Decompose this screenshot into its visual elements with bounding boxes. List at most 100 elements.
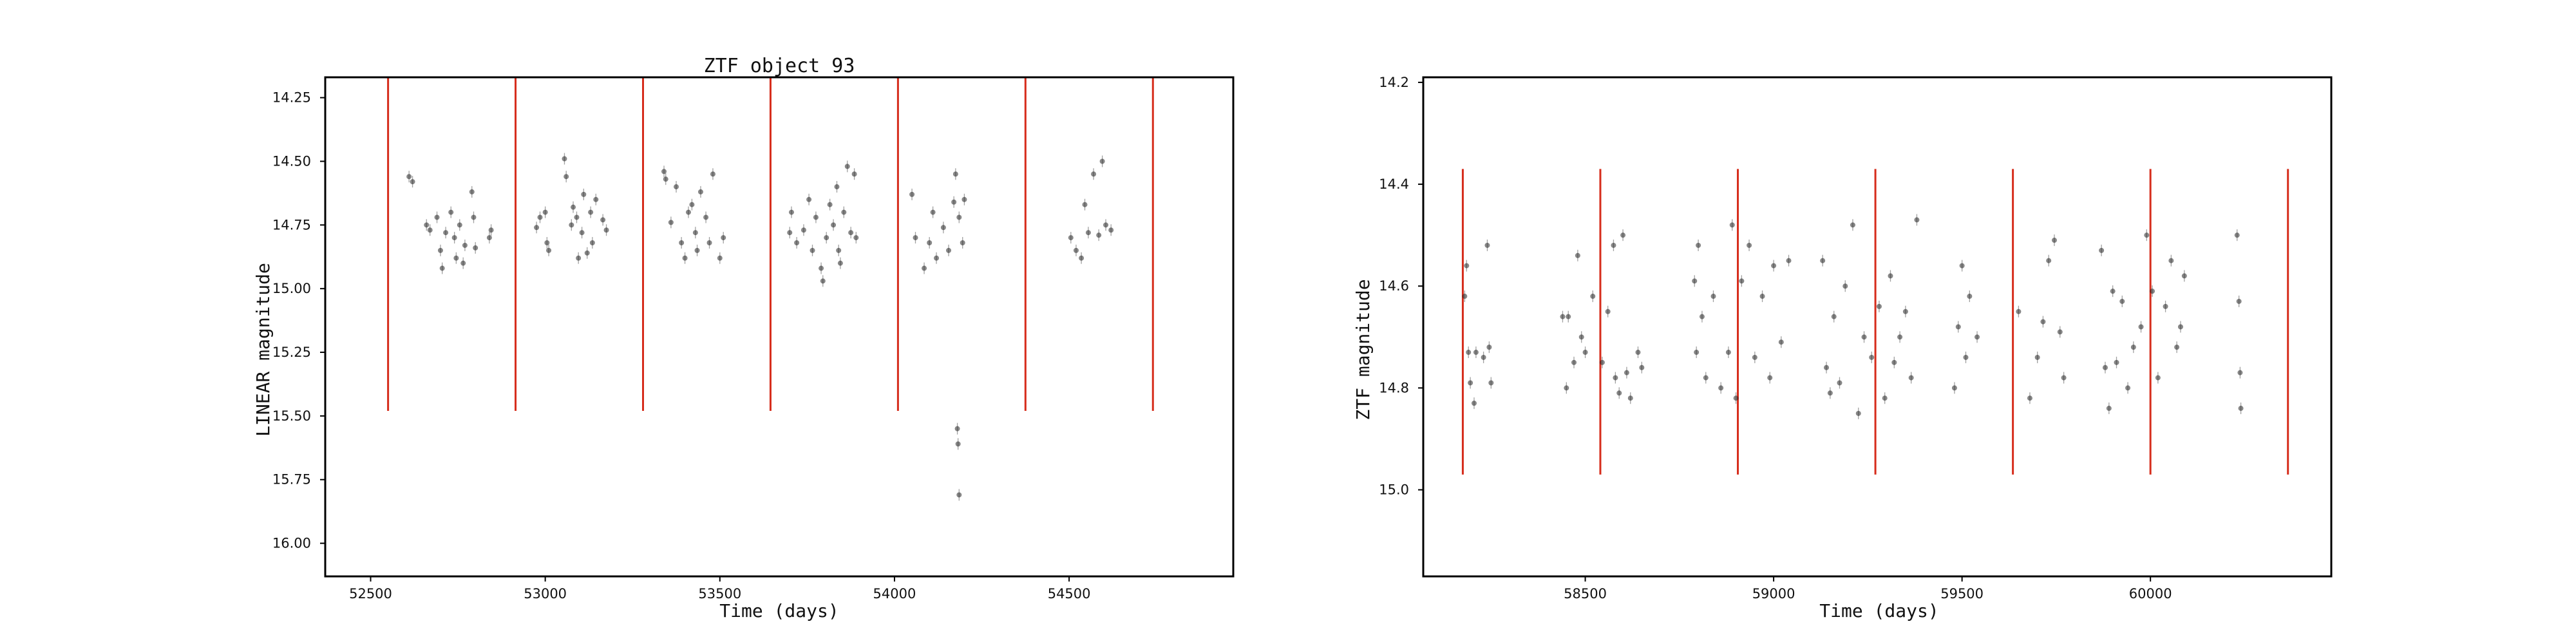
point-marker	[2040, 319, 2046, 325]
data-point	[1620, 229, 1626, 242]
point-marker	[1099, 158, 1105, 164]
data-point	[1696, 239, 1701, 251]
point-marker	[1599, 359, 1605, 365]
point-marker	[542, 209, 548, 215]
y-tick-label: 15.25	[272, 345, 311, 360]
data-point	[694, 244, 700, 256]
point-marker	[1888, 273, 1893, 279]
data-point	[1471, 397, 1477, 410]
point-marker	[955, 441, 961, 447]
data-point	[1473, 346, 1479, 359]
point-marker	[1473, 350, 1479, 355]
data-point	[1484, 239, 1490, 251]
data-point	[927, 237, 933, 249]
point-marker	[2234, 232, 2240, 238]
data-point	[562, 153, 567, 165]
data-point	[443, 227, 449, 239]
data-point	[1959, 260, 1965, 272]
data-point	[534, 222, 540, 234]
point-marker	[706, 240, 712, 246]
point-marker	[2034, 354, 2040, 360]
point-marker	[663, 176, 668, 182]
data-point	[1488, 377, 1494, 389]
data-point	[1951, 382, 1957, 394]
y-tick-label: 14.2	[1379, 75, 1409, 90]
point-marker	[717, 255, 723, 261]
point-marker	[2168, 258, 2174, 263]
point-marker	[1560, 314, 1566, 319]
data-point	[2130, 341, 2136, 354]
data-point	[457, 219, 462, 231]
point-marker	[1869, 354, 1875, 360]
point-marker	[689, 202, 695, 207]
data-point	[2163, 300, 2168, 312]
point-marker	[424, 222, 430, 228]
point-marker	[1963, 354, 1969, 360]
data-point	[1627, 392, 1633, 404]
x-tick-label: 58500	[1564, 586, 1607, 601]
data-point	[569, 219, 574, 231]
point-marker	[1466, 350, 1472, 355]
plot-frame	[1422, 76, 2333, 578]
point-marker	[1590, 294, 1596, 299]
point-marker	[2099, 247, 2105, 253]
data-point	[810, 244, 815, 256]
data-point	[831, 219, 837, 231]
data-point	[406, 171, 412, 183]
data-point	[1481, 351, 1486, 363]
data-point	[954, 422, 960, 435]
data-point	[2057, 326, 2063, 338]
data-point	[437, 244, 443, 256]
point-marker	[679, 240, 685, 246]
point-marker	[460, 260, 466, 266]
point-marker	[952, 171, 958, 177]
y-tick-label: 15.00	[272, 281, 311, 296]
data-point	[844, 160, 850, 173]
point-marker	[451, 235, 457, 241]
data-point	[2016, 305, 2022, 317]
data-point	[1759, 290, 1765, 303]
point-marker	[437, 247, 443, 253]
point-marker	[824, 235, 829, 241]
data-point	[1914, 214, 1920, 226]
data-point	[1820, 254, 1826, 267]
x-axis-label: Time (days)	[1819, 600, 1938, 621]
data-point	[1578, 331, 1584, 343]
point-marker	[1635, 350, 1641, 355]
y-tick-label: 16.00	[272, 536, 311, 551]
data-point	[913, 232, 918, 244]
point-marker	[1564, 385, 1569, 391]
data-point	[813, 211, 819, 223]
data-point	[2155, 372, 2161, 384]
point-marker	[1605, 308, 1611, 314]
point-marker	[934, 255, 940, 261]
data-point	[2106, 402, 2112, 415]
data-point	[427, 224, 433, 236]
point-marker	[1739, 278, 1745, 284]
point-marker	[1837, 380, 1842, 386]
point-marker	[1759, 294, 1765, 299]
point-marker	[1103, 222, 1109, 228]
x-axis-label: Time (days)	[719, 600, 838, 621]
data-point	[2174, 341, 2180, 354]
data-point	[961, 193, 967, 205]
data-point	[1611, 239, 1616, 251]
y-tick-label: 14.75	[272, 217, 311, 232]
data-point	[2237, 366, 2243, 379]
data-point	[2102, 361, 2108, 374]
data-point	[1079, 252, 1084, 264]
point-marker	[588, 209, 594, 215]
point-marker	[1747, 242, 1752, 248]
data-point	[2061, 372, 2067, 384]
point-marker	[574, 214, 580, 220]
point-marker	[909, 191, 915, 197]
point-marker	[2236, 298, 2242, 304]
point-marker	[1578, 334, 1584, 340]
point-marker	[960, 240, 965, 246]
data-point	[952, 168, 958, 180]
point-marker	[1468, 380, 1473, 386]
point-marker	[2027, 395, 2032, 401]
data-point	[1590, 290, 1596, 303]
data-point	[1582, 346, 1588, 359]
point-marker	[1073, 247, 1079, 253]
